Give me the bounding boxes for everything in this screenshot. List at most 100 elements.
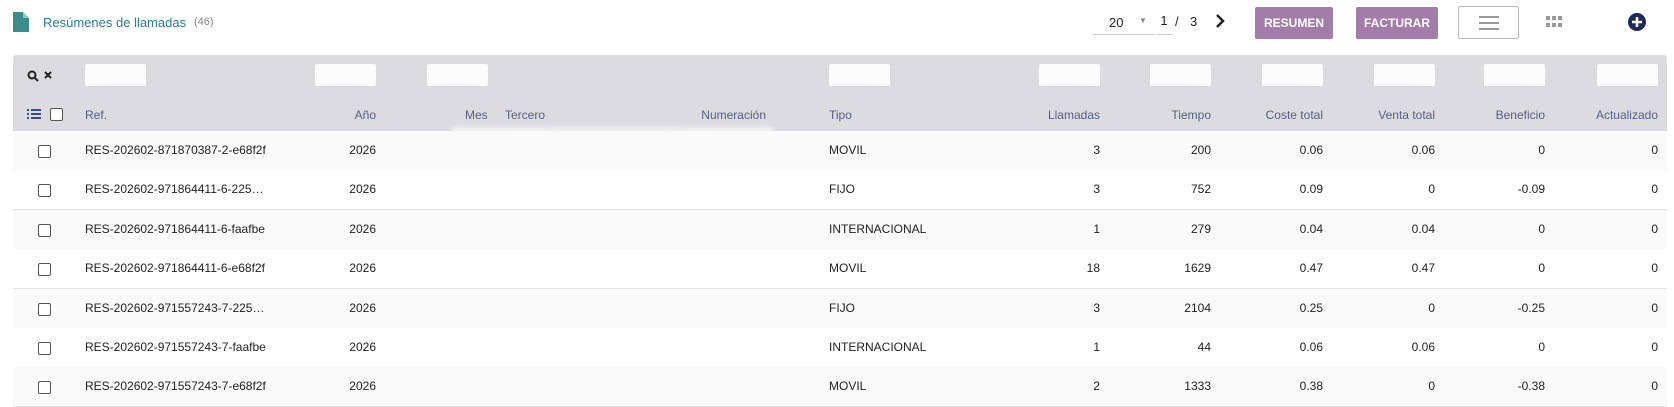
page-total: 3 bbox=[1190, 14, 1198, 29]
table-cell: MOVIL bbox=[829, 379, 867, 394]
table-cell: 1 bbox=[1093, 221, 1100, 236]
table-cell: 0 bbox=[1538, 261, 1545, 276]
ref-link[interactable]: RES-202602-971557243-7-faafbe bbox=[85, 340, 266, 354]
table-cell: 2026 bbox=[349, 221, 376, 236]
column-header[interactable]: Año bbox=[354, 108, 376, 122]
column-header[interactable]: Tercero bbox=[505, 108, 546, 122]
column-header[interactable]: Llamadas bbox=[1047, 108, 1100, 122]
column-header[interactable]: Coste total bbox=[1265, 108, 1323, 122]
table-cell: 0.25 bbox=[1299, 300, 1323, 315]
column-header[interactable]: Tiempo bbox=[1171, 108, 1211, 122]
filter-input[interactable] bbox=[1374, 64, 1435, 86]
column-selector[interactable] bbox=[27, 108, 41, 120]
page-title[interactable]: Resúmenes de llamadas bbox=[43, 15, 187, 30]
column-header[interactable]: Beneficio bbox=[1495, 108, 1545, 122]
new-button[interactable] bbox=[1627, 12, 1647, 32]
filter-input[interactable] bbox=[829, 64, 890, 86]
table-cell: 0.47 bbox=[1411, 261, 1435, 276]
filter-input[interactable] bbox=[85, 64, 146, 86]
table-cell: 2026 bbox=[349, 300, 376, 315]
table-cell: 0 bbox=[1651, 221, 1658, 236]
ref-link[interactable]: RES-202602-971864411-6-225… bbox=[85, 182, 264, 197]
row-checkbox[interactable] bbox=[38, 342, 51, 355]
table-cell: 2026 bbox=[349, 143, 376, 157]
table-cell: -0.38 bbox=[1517, 379, 1545, 394]
table-cell: 44 bbox=[1197, 340, 1211, 354]
table-cell: 0 bbox=[1651, 261, 1658, 276]
page-size: 20 bbox=[1109, 15, 1124, 30]
summary-button[interactable]: RESUMEN bbox=[1255, 7, 1333, 39]
ref-link[interactable]: RES-202602-871870387-2-e68f2f bbox=[85, 143, 266, 157]
list-view-button[interactable] bbox=[1458, 6, 1519, 39]
page-separator: / bbox=[1175, 14, 1179, 29]
table-cell: 752 bbox=[1190, 182, 1211, 197]
column-header[interactable]: Numeración bbox=[701, 108, 766, 122]
table-cell: INTERNACIONAL bbox=[829, 221, 927, 236]
table-cell: 0 bbox=[1651, 182, 1658, 197]
filter-input[interactable] bbox=[427, 64, 488, 86]
table-cell: 2026 bbox=[349, 182, 376, 197]
column-header[interactable]: Mes bbox=[465, 108, 488, 122]
ref-link[interactable]: RES-202602-971557243-7-225… bbox=[85, 300, 265, 315]
dropdown-arrow: ▼ bbox=[1139, 16, 1147, 25]
table-cell: 0 bbox=[1651, 379, 1658, 394]
table-cell: 0 bbox=[1651, 340, 1658, 354]
row-checkbox[interactable] bbox=[38, 145, 51, 158]
menu-icon bbox=[1479, 16, 1499, 30]
table-cell: 0.06 bbox=[1411, 143, 1435, 157]
table-cell: INTERNACIONAL bbox=[829, 340, 927, 354]
table-cell: 0 bbox=[1428, 300, 1435, 315]
column-header[interactable]: Venta total bbox=[1378, 108, 1435, 122]
table-cell: 0 bbox=[1651, 143, 1658, 157]
table-cell: 0 bbox=[1538, 340, 1545, 354]
table-row bbox=[13, 328, 1667, 368]
row-checkbox[interactable] bbox=[38, 302, 51, 316]
table-cell: 2 bbox=[1093, 379, 1100, 394]
ref-link[interactable]: RES-202602-971864411-6-faafbe bbox=[85, 221, 265, 236]
ref-link[interactable]: RES-202602-971864411-6-e68f2f bbox=[85, 261, 265, 276]
table-cell: 1 bbox=[1093, 340, 1100, 354]
filter-input[interactable] bbox=[1597, 64, 1658, 86]
table-cell: 0 bbox=[1651, 300, 1658, 315]
page-input[interactable]: 1 bbox=[1156, 10, 1172, 35]
table-row bbox=[13, 131, 1667, 171]
filter-input[interactable] bbox=[1150, 64, 1211, 86]
table-row bbox=[13, 249, 1667, 290]
table-cell: 0.09 bbox=[1299, 182, 1323, 197]
select-all[interactable] bbox=[50, 108, 63, 121]
row-checkbox[interactable] bbox=[38, 223, 51, 237]
table-cell: 0 bbox=[1428, 379, 1435, 394]
column-header[interactable]: Actualizado bbox=[1595, 108, 1658, 122]
table-cell: 0 bbox=[1428, 182, 1435, 197]
column-header[interactable]: Ref. bbox=[85, 108, 108, 122]
next-page[interactable] bbox=[1214, 13, 1226, 29]
page-size-select[interactable]: 20 ▼ bbox=[1093, 10, 1155, 35]
filter-input[interactable] bbox=[1484, 64, 1545, 86]
search-clear[interactable] bbox=[27, 70, 53, 82]
table-cell: 200 bbox=[1190, 143, 1211, 157]
table-cell: 3 bbox=[1093, 143, 1100, 157]
table-cell: 0.06 bbox=[1299, 143, 1323, 157]
table-cell: 0.04 bbox=[1299, 221, 1323, 236]
table-cell: 0.38 bbox=[1299, 379, 1323, 394]
filter-input[interactable] bbox=[1039, 64, 1100, 86]
table-cell: MOVIL bbox=[829, 143, 867, 157]
table-cell: 2026 bbox=[349, 379, 376, 394]
table-cell: 18 bbox=[1086, 261, 1100, 276]
column-header[interactable]: Tipo bbox=[829, 108, 852, 122]
table-cell: FIJO bbox=[829, 182, 855, 197]
table-cell: 0.04 bbox=[1411, 221, 1435, 236]
grid-view-button[interactable] bbox=[1546, 16, 1564, 29]
ref-link[interactable]: RES-202602-971557243-7-e68f2f bbox=[85, 379, 266, 394]
table-cell: 2104 bbox=[1184, 300, 1211, 315]
row-checkbox[interactable] bbox=[38, 263, 51, 277]
row-checkbox[interactable] bbox=[38, 184, 51, 198]
filter-input[interactable] bbox=[1262, 64, 1323, 86]
table-cell: 1333 bbox=[1184, 379, 1211, 394]
invoice-button[interactable]: FACTURAR bbox=[1356, 7, 1438, 39]
record-count: (46) bbox=[194, 16, 214, 28]
row-checkbox[interactable] bbox=[38, 381, 51, 395]
filter-input[interactable] bbox=[315, 64, 376, 86]
table-cell: 0.06 bbox=[1299, 340, 1323, 354]
table-cell: 3 bbox=[1093, 300, 1100, 315]
